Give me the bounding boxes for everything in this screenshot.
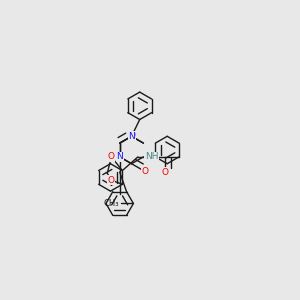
Text: O: O [142,167,149,176]
Text: N: N [128,132,135,141]
Text: O: O [108,152,115,161]
Text: NH: NH [145,152,158,161]
Text: O: O [108,176,115,185]
Text: O: O [129,131,136,140]
Text: CH₃: CH₃ [103,199,118,208]
Text: N: N [116,152,123,161]
Text: O: O [162,168,169,177]
